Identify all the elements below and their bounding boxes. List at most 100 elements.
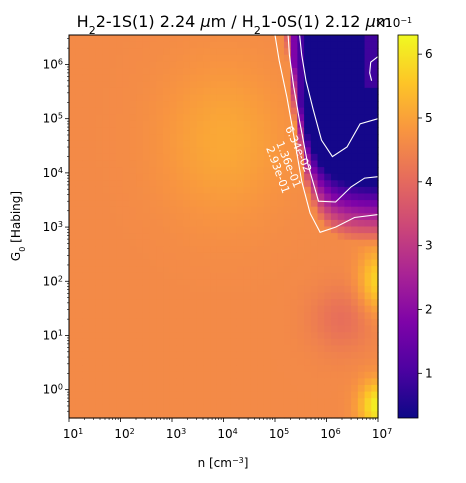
heatmap-cell [189,404,198,412]
heatmap-cell [290,404,298,412]
heatmap-cell [243,213,251,221]
heatmap-cell [183,378,191,386]
heatmap-cell [102,74,110,82]
heatmap-cell [344,81,352,89]
heatmap-cell [109,272,117,280]
heatmap-cell [95,252,104,261]
heatmap-cell [109,54,117,63]
heatmap-cell [297,219,305,228]
heatmap-cell [317,186,325,195]
heatmap-cell [95,87,104,96]
heatmap-cell [344,246,352,254]
heatmap-cell [169,338,178,346]
heatmap-cell [304,120,312,129]
heatmap-cell [297,384,305,393]
heatmap-cell [297,398,305,406]
heatmap-cell [357,114,366,122]
heatmap-cell [344,87,352,96]
heatmap-cell [310,48,319,56]
heatmap-cell [263,239,272,247]
heatmap-cell [210,358,218,366]
heatmap-cell [82,153,90,162]
heatmap-cell [277,371,285,379]
heatmap-cell [257,120,265,129]
heatmap-cell [304,272,312,280]
heatmap-cell [243,68,251,76]
heatmap-cell [283,81,292,89]
heatmap-cell [203,68,211,76]
heatmap-cell [230,140,238,148]
heatmap-cell [75,404,84,412]
heatmap-cell [230,193,238,201]
heatmap-cell [364,134,372,142]
heatmap-cell [183,226,191,234]
heatmap-cell [243,200,251,208]
heatmap-cell [357,285,366,294]
heatmap-cell [317,279,325,287]
heatmap-cell [357,345,366,353]
heatmap-cell [189,305,198,313]
heatmap-cell [216,233,225,241]
heatmap-cell [156,193,164,201]
heatmap-cell [163,213,171,221]
heatmap-cell [102,200,110,208]
heatmap-cell [75,325,84,333]
heatmap-cell [250,358,258,366]
heatmap-cell [216,193,225,201]
heatmap-cell [250,140,258,148]
heatmap-cell [116,81,124,89]
heatmap-cell [183,351,191,360]
heatmap-cell [129,338,137,346]
heatmap-cell [136,153,144,162]
heatmap-cell [196,107,204,115]
heatmap-cell [371,266,379,274]
heatmap-cell [216,246,225,254]
heatmap-cell [156,226,164,234]
x-axis-label: n [cm−3] [198,456,249,471]
heatmap-cell [257,391,265,399]
heatmap-cell [277,325,285,333]
heatmap-cell [149,246,157,254]
heatmap-cell [183,54,191,63]
heatmap-cell [277,74,285,82]
heatmap-cell [344,35,352,43]
heatmap-cell [163,272,171,280]
heatmap-cell [149,94,157,102]
heatmap-cell [196,325,204,333]
heatmap-cell [129,378,137,386]
heatmap-cell [317,246,325,254]
heatmap-cell [136,74,144,82]
heatmap-cell [290,74,298,82]
heatmap-cell [290,68,298,76]
heatmap-cell [243,398,251,406]
heatmap-cell [183,404,191,412]
heatmap-cell [176,332,184,340]
heatmap-cell [277,398,285,406]
heatmap-cell [176,160,184,168]
heatmap-cell [344,233,352,241]
heatmap-cell [330,68,339,76]
heatmap-cell [243,325,251,333]
heatmap-cell [102,345,110,353]
heatmap-cell [317,120,325,129]
heatmap-cell [297,61,305,69]
heatmap-cell [89,345,97,353]
heatmap-cell [183,167,191,175]
heatmap-cell [102,120,110,129]
heatmap-cell [176,219,184,228]
heatmap-cell [176,233,184,241]
heatmap-cell [297,266,305,274]
heatmap-cell [142,61,151,69]
heatmap-cell [216,173,225,181]
heatmap-cell [136,120,144,129]
heatmap-cell [230,299,238,307]
heatmap-cell [216,266,225,274]
heatmap-cell [216,239,225,247]
heatmap-cell [250,61,258,69]
heatmap-cell [163,147,171,155]
heatmap-cell [75,312,84,320]
heatmap-cell [189,134,198,142]
heatmap-cell [169,200,178,208]
heatmap-cell [330,61,339,69]
heatmap-cell [257,338,265,346]
